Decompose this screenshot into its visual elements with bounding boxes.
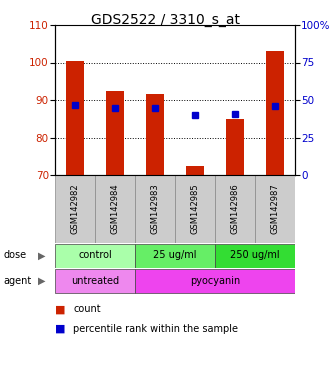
Text: 25 ug/ml: 25 ug/ml [153, 250, 197, 260]
Text: GSM142983: GSM142983 [151, 184, 160, 234]
Bar [266, 51, 284, 175]
FancyBboxPatch shape [175, 175, 215, 243]
Text: ▶: ▶ [38, 276, 45, 286]
FancyBboxPatch shape [255, 175, 295, 243]
FancyBboxPatch shape [215, 243, 295, 268]
Bar [226, 119, 244, 175]
Text: ■: ■ [55, 324, 66, 334]
Text: GSM142985: GSM142985 [191, 184, 200, 234]
Text: GDS2522 / 3310_s_at: GDS2522 / 3310_s_at [91, 13, 240, 27]
Bar [146, 94, 164, 175]
FancyBboxPatch shape [135, 243, 215, 268]
Text: ■: ■ [55, 305, 66, 314]
Text: 250 ug/ml: 250 ug/ml [230, 250, 280, 260]
Text: dose: dose [3, 250, 26, 260]
FancyBboxPatch shape [135, 268, 295, 293]
Bar [66, 61, 84, 175]
FancyBboxPatch shape [55, 243, 135, 268]
Bar [106, 91, 124, 175]
Bar [186, 166, 204, 175]
FancyBboxPatch shape [55, 268, 135, 293]
Text: pyocyanin: pyocyanin [190, 276, 240, 286]
Text: agent: agent [3, 276, 31, 286]
Text: percentile rank within the sample: percentile rank within the sample [73, 324, 238, 334]
Text: GSM142984: GSM142984 [111, 184, 119, 234]
Text: untreated: untreated [71, 276, 119, 286]
FancyBboxPatch shape [95, 175, 135, 243]
Text: GSM142982: GSM142982 [71, 184, 79, 234]
FancyBboxPatch shape [135, 175, 175, 243]
FancyBboxPatch shape [215, 175, 255, 243]
Text: control: control [78, 250, 112, 260]
Text: ▶: ▶ [38, 250, 45, 260]
Text: count: count [73, 305, 101, 314]
Text: GSM142986: GSM142986 [230, 184, 240, 234]
FancyBboxPatch shape [55, 175, 95, 243]
Text: GSM142987: GSM142987 [270, 184, 279, 234]
